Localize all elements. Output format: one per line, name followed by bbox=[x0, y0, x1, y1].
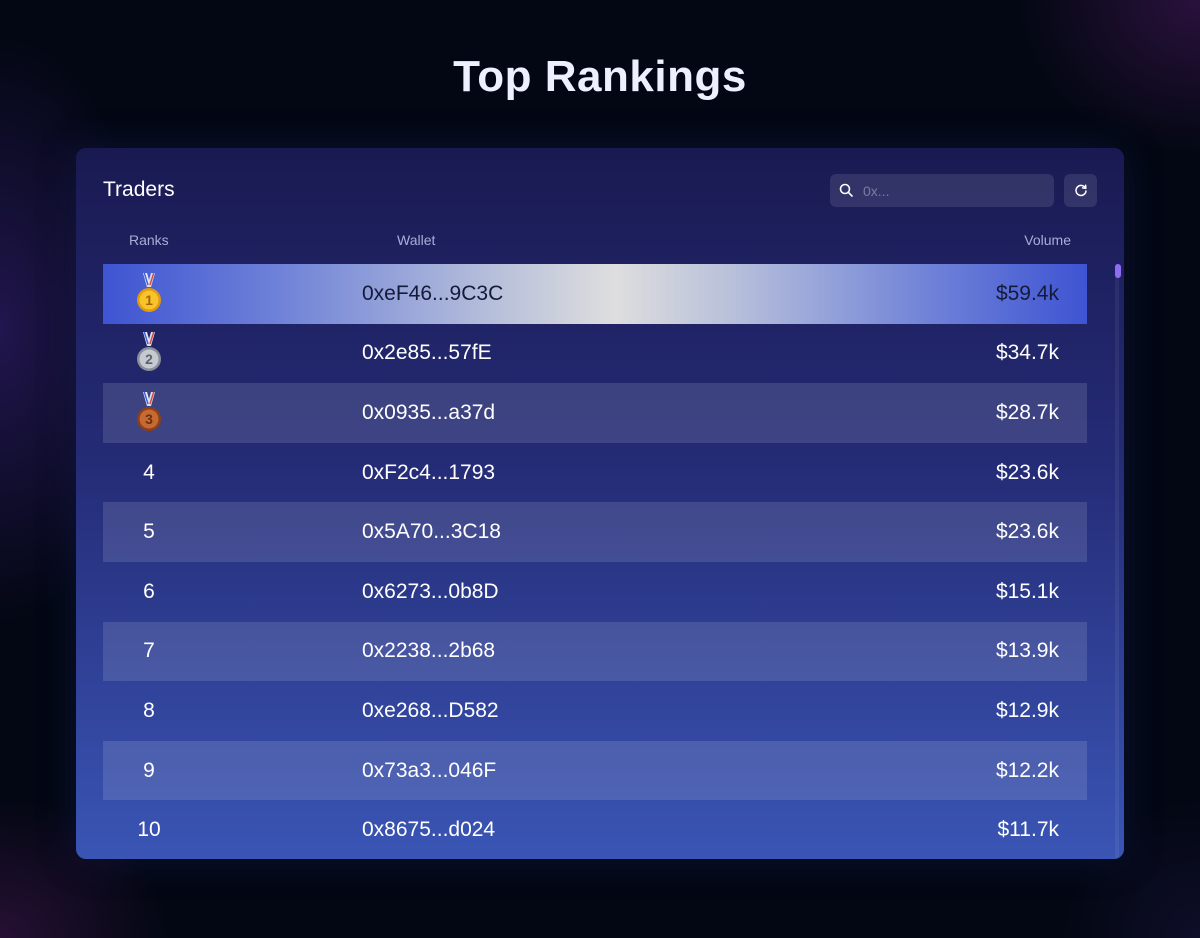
table-row[interactable]: 9 0x73a3...046F $12.2k bbox=[103, 740, 1087, 801]
rank-cell: 5 bbox=[103, 502, 195, 562]
search-icon bbox=[839, 183, 853, 197]
rank-cell: 3 bbox=[103, 383, 195, 443]
page-title: Top Rankings bbox=[453, 52, 747, 101]
wallet-address[interactable]: 0x8675...d024 bbox=[362, 818, 496, 842]
wallet-address[interactable]: 0x0935...a37d bbox=[362, 400, 496, 424]
rank-number: 5 bbox=[143, 520, 155, 544]
rankings-list: 1 0xeF46...9C3C $59.4k 2 0x2e85...57fE $34.7k… bbox=[103, 264, 1087, 859]
table-row[interactable]: 10 0x8675...d024 $11.7k bbox=[103, 800, 1087, 859]
table-row[interactable]: 2 0x2e85...57fE $34.7k bbox=[103, 324, 1087, 384]
volume-value: $13.9k bbox=[995, 639, 1059, 663]
wallet-address[interactable]: 0x2e85...57fE bbox=[362, 341, 492, 365]
rank-cell: 1 bbox=[103, 264, 195, 324]
column-header-volume: Volume bbox=[1024, 232, 1071, 248]
wallet-address[interactable]: 0xF2c4...1793 bbox=[362, 460, 496, 484]
rank-number: 8 bbox=[143, 698, 155, 722]
volume-value: $12.9k bbox=[995, 698, 1059, 722]
rank-cell: 10 bbox=[103, 800, 195, 859]
rank-number: 7 bbox=[143, 639, 155, 663]
rank-number: 2 bbox=[145, 351, 153, 367]
volume-value: $12.2k bbox=[995, 758, 1059, 782]
table-row[interactable]: 7 0x2238...2b68 $13.9k bbox=[103, 621, 1087, 682]
refresh-icon bbox=[1074, 183, 1087, 196]
wallet-address[interactable]: 0xe268...D582 bbox=[362, 698, 499, 722]
table-row[interactable]: 8 0xe268...D582 $12.9k bbox=[103, 681, 1087, 741]
rank-number: 4 bbox=[143, 460, 155, 484]
table-row[interactable]: 5 0x5A70...3C18 $23.6k bbox=[103, 502, 1087, 562]
refresh-button[interactable] bbox=[1064, 174, 1097, 207]
rank-number: 9 bbox=[143, 758, 155, 782]
table-row[interactable]: 4 0xF2c4...1793 $23.6k bbox=[103, 443, 1087, 503]
table-row[interactable]: 1 0xeF46...9C3C $59.4k bbox=[103, 264, 1087, 324]
wallet-address[interactable]: 0x5A70...3C18 bbox=[362, 520, 501, 544]
rank-cell: 8 bbox=[103, 681, 195, 741]
volume-value: $59.4k bbox=[995, 281, 1059, 305]
table-row[interactable]: 3 0x0935...a37d $28.7k bbox=[103, 383, 1087, 443]
search-input[interactable] bbox=[863, 174, 1048, 207]
wallet-address[interactable]: 0x6273...0b8D bbox=[362, 579, 499, 603]
bronze-medal-icon: 3 bbox=[137, 391, 161, 431]
rank-cell: 6 bbox=[103, 562, 195, 622]
wallet-address[interactable]: 0xeF46...9C3C bbox=[362, 281, 504, 305]
rank-cell: 2 bbox=[103, 324, 195, 384]
traders-card: Traders Ranks Wallet Volume 1 0xeF46...9C… bbox=[76, 148, 1124, 859]
volume-value: $28.7k bbox=[995, 400, 1059, 424]
table-header: Ranks Wallet Volume bbox=[103, 232, 1087, 250]
wallet-address[interactable]: 0x2238...2b68 bbox=[362, 639, 496, 663]
volume-value: $15.1k bbox=[995, 579, 1059, 603]
rank-cell: 4 bbox=[103, 443, 195, 503]
scrollbar-track[interactable] bbox=[1115, 264, 1119, 859]
rank-number: 10 bbox=[137, 818, 161, 842]
card-title: Traders bbox=[103, 178, 175, 201]
volume-value: $11.7k bbox=[997, 818, 1060, 842]
search-box[interactable] bbox=[830, 174, 1054, 207]
rank-number: 1 bbox=[145, 292, 153, 308]
column-header-ranks: Ranks bbox=[129, 232, 169, 248]
silver-medal-icon: 2 bbox=[137, 332, 161, 372]
volume-value: $23.6k bbox=[995, 520, 1059, 544]
rank-cell: 7 bbox=[103, 622, 195, 682]
volume-value: $23.6k bbox=[995, 460, 1059, 484]
volume-value: $34.7k bbox=[995, 341, 1059, 365]
rank-number: 6 bbox=[143, 579, 155, 603]
column-header-wallet: Wallet bbox=[397, 232, 436, 248]
wallet-address[interactable]: 0x73a3...046F bbox=[362, 758, 497, 782]
gold-medal-icon: 1 bbox=[137, 272, 161, 312]
rank-cell: 9 bbox=[103, 741, 195, 801]
table-row[interactable]: 6 0x6273...0b8D $15.1k bbox=[103, 562, 1087, 622]
scrollbar-thumb[interactable] bbox=[1115, 264, 1121, 278]
rank-number: 3 bbox=[145, 411, 153, 427]
